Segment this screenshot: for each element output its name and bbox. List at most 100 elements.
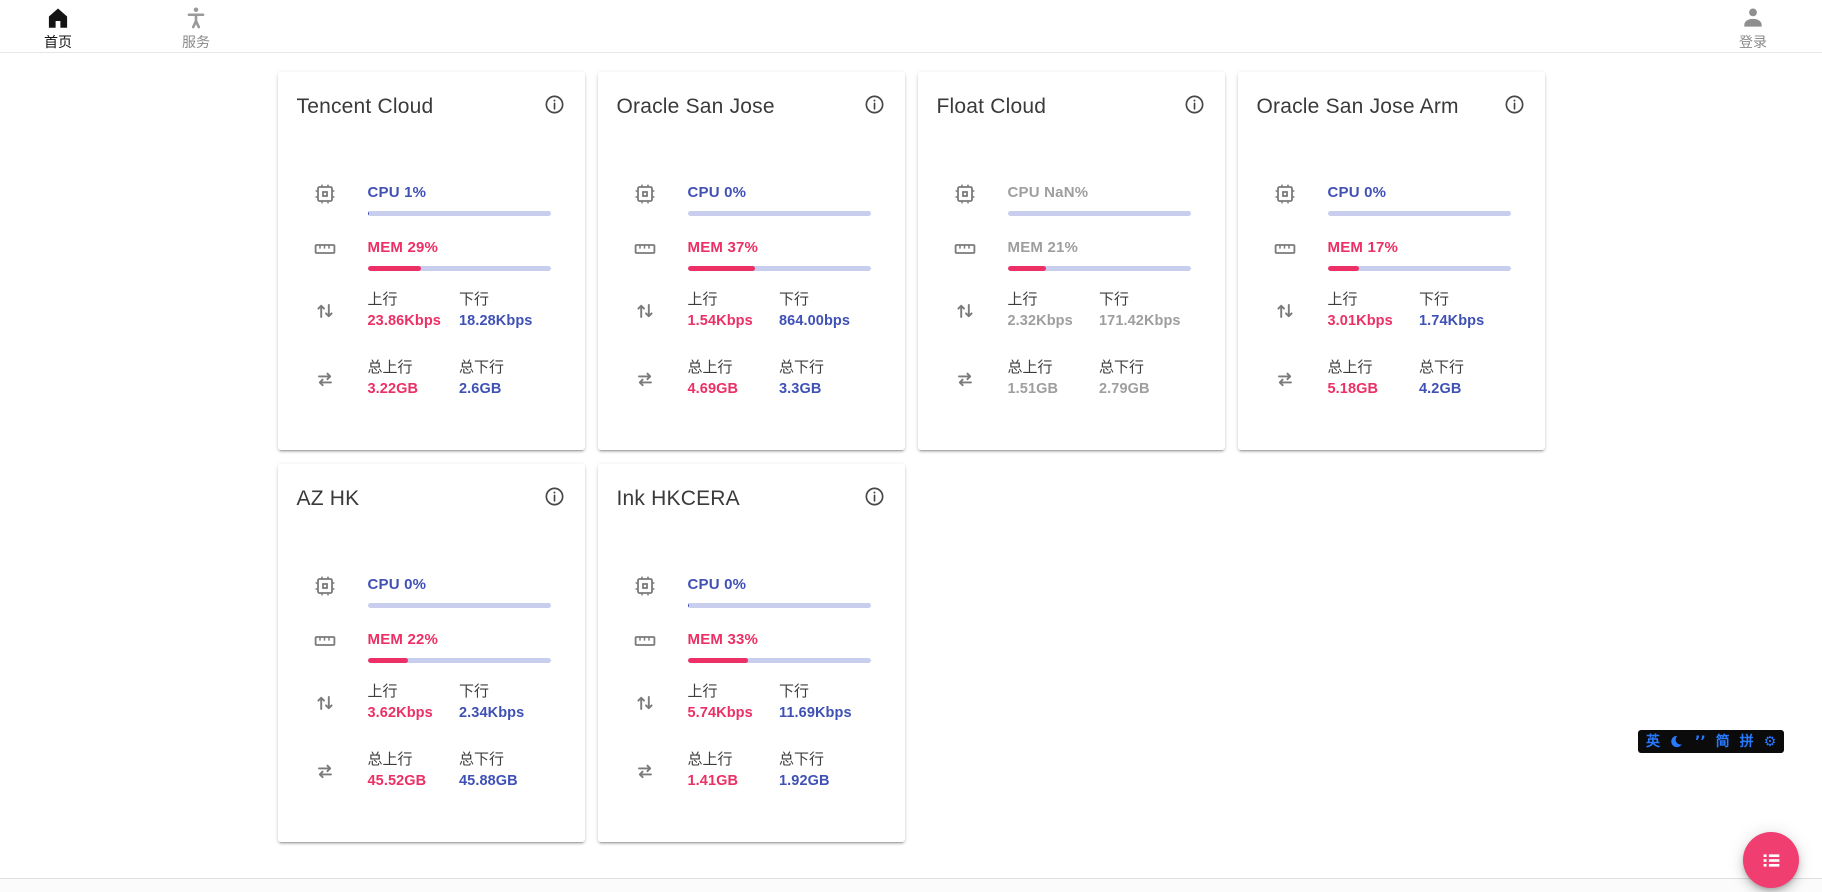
upload-label: 上行 bbox=[687, 683, 718, 700]
cpu-usage-label: CPU NaN% bbox=[1007, 184, 1089, 201]
total-row: 总上行 3.22GB 总下行 2.6GB bbox=[297, 358, 551, 397]
total-download-value: 1.92GB bbox=[779, 773, 830, 789]
speed-row: 上行 3.62Kbps 下行 2.34Kbps bbox=[297, 682, 551, 721]
upload-speed: 上行 3.62Kbps bbox=[368, 682, 460, 721]
card-header: Oracle San Jose bbox=[617, 92, 885, 122]
nav-item-services[interactable]: 服务 bbox=[165, 1, 227, 52]
upload-speed: 上行 3.01Kbps bbox=[1328, 290, 1420, 329]
speed-row: 上行 5.74Kbps 下行 11.69Kbps bbox=[617, 682, 871, 721]
info-icon[interactable] bbox=[864, 94, 885, 115]
speed-row: 上行 1.54Kbps 下行 864.00bps bbox=[617, 290, 871, 329]
nav-item-login[interactable]: 登录 bbox=[1722, 1, 1784, 52]
ime-item: 拼 bbox=[1739, 733, 1754, 750]
fab-menu-button[interactable] bbox=[1743, 832, 1799, 888]
total-download: 总下行 4.2GB bbox=[1419, 358, 1511, 397]
server-name: Oracle San Jose Arm bbox=[1256, 95, 1459, 118]
cpu-progressbar bbox=[687, 603, 871, 608]
total-download-label: 总下行 bbox=[779, 359, 825, 376]
cpu-chip-icon bbox=[315, 184, 334, 204]
mem-usage-label: MEM 37% bbox=[687, 239, 759, 256]
ruler-icon bbox=[1274, 244, 1295, 254]
ruler-icon bbox=[314, 636, 335, 646]
download-value: 1.74Kbps bbox=[1419, 313, 1485, 329]
nav-item-label: 首页 bbox=[44, 33, 72, 50]
total-row: 总上行 5.18GB 总下行 4.2GB bbox=[1257, 358, 1511, 397]
total-upload: 总上行 3.22GB bbox=[368, 358, 460, 397]
total-upload: 总上行 4.69GB bbox=[688, 358, 780, 397]
upload-speed: 上行 1.54Kbps bbox=[688, 290, 780, 329]
cpu-row: CPU 1% bbox=[297, 184, 551, 216]
download-value: 171.42Kbps bbox=[1099, 313, 1181, 329]
mem-usage-label: MEM 22% bbox=[367, 631, 439, 648]
info-icon[interactable] bbox=[1504, 94, 1525, 115]
total-upload-label: 总上行 bbox=[687, 751, 733, 768]
download-speed: 下行 2.34Kbps bbox=[459, 682, 551, 721]
swap-horiz-icon bbox=[637, 372, 652, 387]
swap-vert-icon bbox=[636, 696, 653, 710]
nav-left-group: 首页 服务 bbox=[27, 1, 227, 52]
cpu-chip-icon bbox=[635, 184, 654, 204]
nav-item-home[interactable]: 首页 bbox=[27, 1, 89, 52]
cpu-progressbar bbox=[1007, 211, 1191, 216]
mem-usage-label: MEM 21% bbox=[1007, 239, 1079, 256]
download-speed: 下行 171.42Kbps bbox=[1099, 290, 1191, 329]
mem-progressbar bbox=[687, 266, 871, 271]
total-download-label: 总下行 bbox=[1419, 359, 1465, 376]
upload-speed: 上行 5.74Kbps bbox=[688, 682, 780, 721]
ime-item: ’’ bbox=[1695, 733, 1706, 750]
download-speed: 下行 18.28Kbps bbox=[459, 290, 551, 329]
swap-vert-icon bbox=[316, 304, 333, 318]
download-value: 11.69Kbps bbox=[779, 705, 852, 721]
speed-row: 上行 3.01Kbps 下行 1.74Kbps bbox=[1257, 290, 1511, 329]
total-row: 总上行 4.69GB 总下行 3.3GB bbox=[617, 358, 871, 397]
server-card: Oracle San Jose Arm CPU 0% bbox=[1237, 72, 1545, 450]
upload-value: 23.86Kbps bbox=[367, 313, 441, 329]
cpu-row: CPU 0% bbox=[617, 184, 871, 216]
server-name: Ink HKCERA bbox=[616, 487, 740, 510]
cpu-usage-label: CPU 0% bbox=[687, 184, 747, 201]
download-speed: 下行 1.74Kbps bbox=[1419, 290, 1511, 329]
total-download: 总下行 1.92GB bbox=[779, 750, 871, 789]
total-row: 总上行 1.51GB 总下行 2.79GB bbox=[937, 358, 1191, 397]
info-icon[interactable] bbox=[864, 486, 885, 507]
mem-row: MEM 33% bbox=[617, 631, 871, 663]
total-row: 总上行 1.41GB 总下行 1.92GB bbox=[617, 750, 871, 789]
mem-progressbar bbox=[687, 658, 871, 663]
upload-value: 3.62Kbps bbox=[367, 705, 433, 721]
server-card: Float Cloud CPU NaN% bbox=[917, 72, 1225, 450]
swap-vert-icon bbox=[1276, 304, 1293, 318]
ruler-icon bbox=[634, 636, 655, 646]
account-icon bbox=[1744, 7, 1762, 27]
total-download-value: 2.6GB bbox=[459, 381, 502, 397]
top-nav: 首页 服务 登录 bbox=[0, 0, 1822, 53]
total-download-label: 总下行 bbox=[1099, 359, 1145, 376]
total-download-label: 总下行 bbox=[459, 359, 505, 376]
upload-label: 上行 bbox=[367, 683, 398, 700]
upload-value: 1.54Kbps bbox=[687, 313, 753, 329]
server-grid: Tencent Cloud CPU 1% bbox=[277, 72, 1545, 842]
mem-usage-label: MEM 29% bbox=[367, 239, 439, 256]
total-upload: 总上行 45.52GB bbox=[368, 750, 460, 789]
download-label: 下行 bbox=[1099, 291, 1130, 308]
server-name: Oracle San Jose bbox=[616, 95, 775, 118]
card-header: Oracle San Jose Arm bbox=[1257, 92, 1525, 122]
swap-horiz-icon bbox=[957, 372, 972, 387]
total-download-value: 4.2GB bbox=[1419, 381, 1462, 397]
cpu-row: CPU 0% bbox=[617, 576, 871, 608]
total-upload-label: 总上行 bbox=[687, 359, 733, 376]
total-download-value: 2.79GB bbox=[1099, 381, 1150, 397]
info-icon[interactable] bbox=[544, 486, 565, 507]
total-upload-value: 3.22GB bbox=[367, 381, 419, 397]
info-icon[interactable] bbox=[544, 94, 565, 115]
total-download: 总下行 3.3GB bbox=[779, 358, 871, 397]
info-icon[interactable] bbox=[1184, 94, 1205, 115]
cpu-row: CPU NaN% bbox=[937, 184, 1191, 216]
download-label: 下行 bbox=[779, 291, 810, 308]
upload-speed: 上行 23.86Kbps bbox=[368, 290, 460, 329]
card-stats: CPU 1% MEM 29% bbox=[297, 184, 565, 397]
ime-toolbar[interactable]: 英 ’’ 简拼 ⚙ bbox=[1638, 730, 1785, 753]
download-label: 下行 bbox=[459, 291, 490, 308]
total-download-value: 45.88GB bbox=[459, 773, 518, 789]
total-upload-value: 5.18GB bbox=[1327, 381, 1379, 397]
server-card: Tencent Cloud CPU 1% bbox=[277, 72, 585, 450]
